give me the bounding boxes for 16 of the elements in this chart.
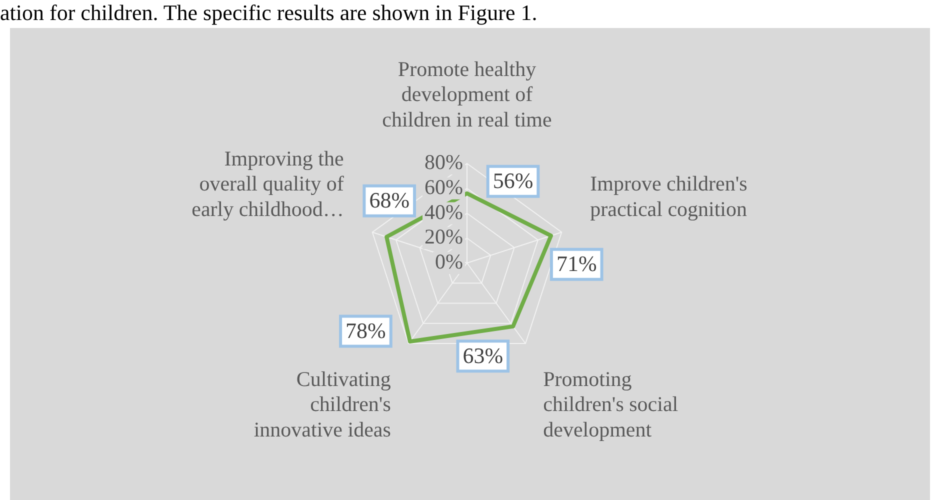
spoke-label: Improve children's practical cognition xyxy=(590,172,748,221)
spoke-label: Promoting children's social development xyxy=(543,366,678,442)
data-label: 56% xyxy=(492,168,534,194)
y-tick-label: 60% xyxy=(424,174,463,199)
data-label: 78% xyxy=(346,318,386,343)
spoke-label: Improving the overall quality of early childhood… xyxy=(192,146,344,221)
y-tick-label: 40% xyxy=(424,200,463,224)
data-label: 63% xyxy=(462,342,504,368)
spoke-label: Cultivating children's innovative ideas xyxy=(254,366,392,442)
spoke-label: Promote healthy development of children in real time xyxy=(382,57,552,132)
data-label: 71% xyxy=(556,251,597,276)
y-tick-label: 0% xyxy=(435,250,463,274)
y-tick-label: 80% xyxy=(424,150,463,174)
data-label: 68% xyxy=(369,188,410,213)
text: ation for children. The specific results are shown in Figure 1. xyxy=(0,0,538,26)
y-tick-label: 20% xyxy=(424,224,463,249)
